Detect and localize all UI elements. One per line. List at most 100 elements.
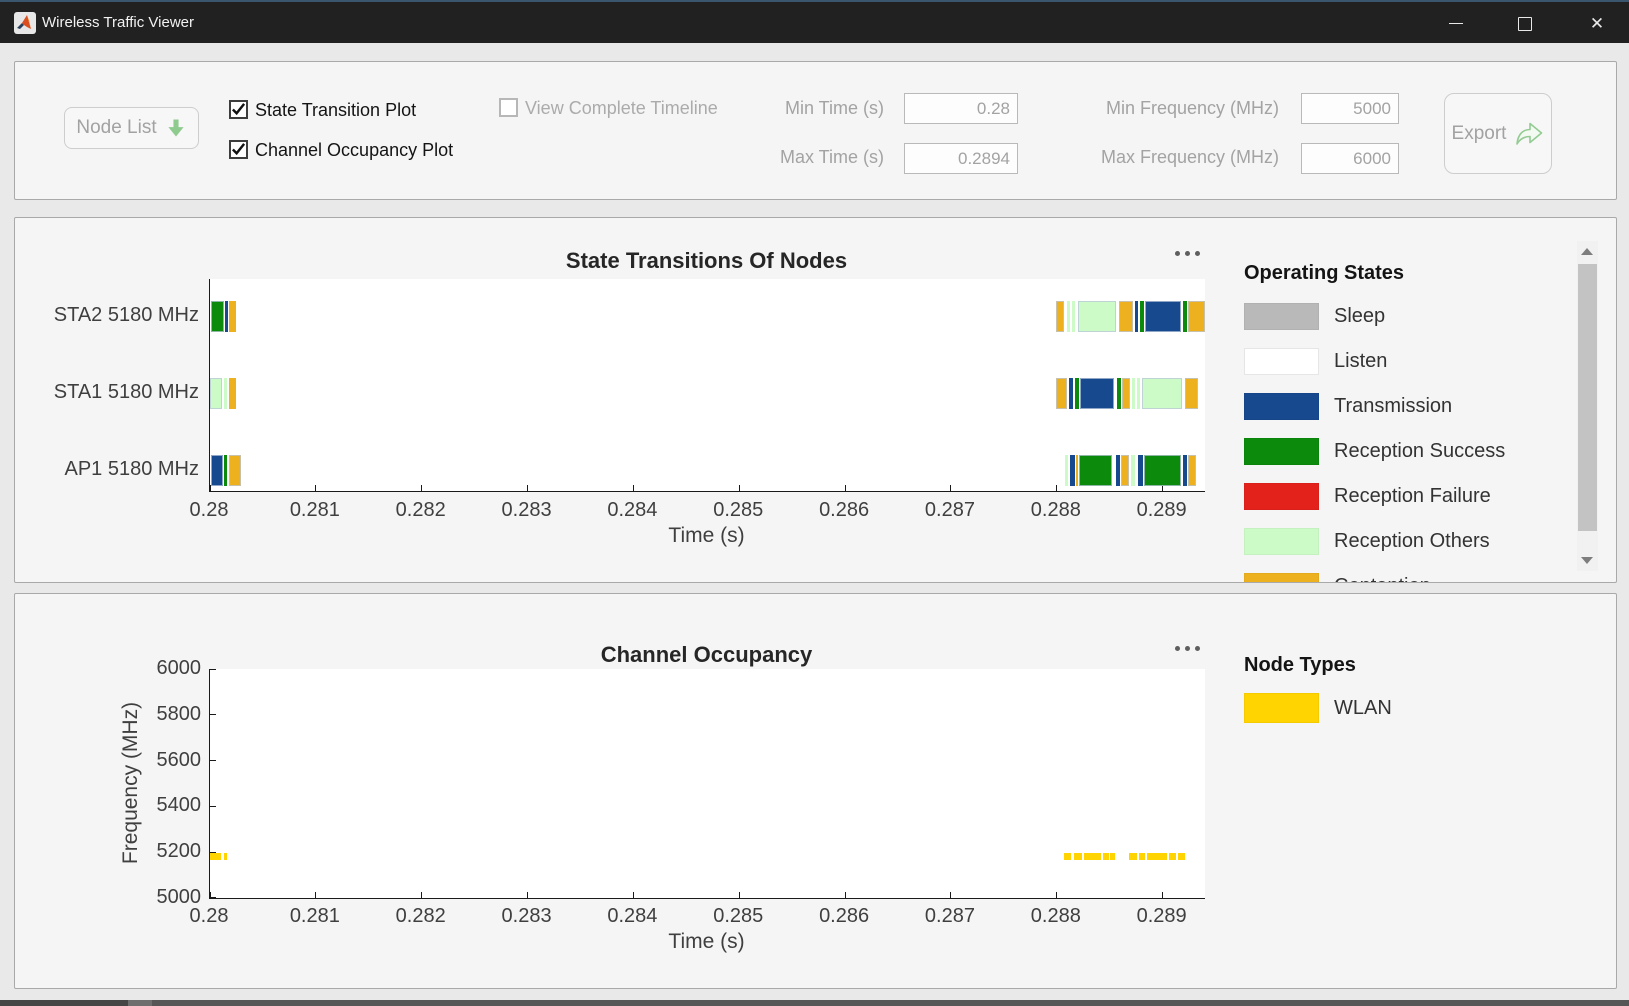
horizontal-scrollbar-gap — [128, 1000, 152, 1006]
occupancy-mark — [1084, 853, 1102, 861]
horizontal-scrollbar-thumb[interactable] — [0, 1000, 128, 1006]
x-axis-tick — [527, 485, 529, 491]
legend-swatch — [1244, 528, 1319, 555]
close-icon: ✕ — [1589, 14, 1605, 33]
scrollbar-thumb[interactable] — [1578, 264, 1597, 531]
x-tick-label: 0.286 — [819, 499, 870, 521]
x-tick-label: 0.283 — [501, 905, 552, 927]
legend-swatch — [1244, 393, 1319, 420]
x-tick-label: 0.283 — [501, 499, 552, 521]
state-segment — [1119, 301, 1134, 332]
x-axis-tick — [315, 892, 317, 898]
view-complete-timeline-checkbox: View Complete Timeline — [499, 98, 718, 119]
category-label: STA2 5180 MHz — [53, 303, 199, 326]
occupancy-mark — [1178, 853, 1185, 861]
state-transition-plot-checkbox[interactable]: State Transition Plot — [229, 100, 416, 121]
state-segment — [1137, 378, 1140, 409]
state-segment — [210, 301, 224, 332]
y-axis-tick — [210, 896, 216, 898]
occupancy-mark — [1103, 853, 1109, 861]
x-tick-label: 0.289 — [1136, 905, 1187, 927]
horizontal-scrollbar[interactable] — [0, 1000, 1629, 1006]
legend-scrollbar[interactable] — [1577, 241, 1598, 571]
x-axis-tick — [950, 485, 952, 491]
state-segment — [1182, 301, 1187, 332]
state-segment — [1121, 455, 1129, 486]
chart-options-button[interactable] — [1175, 251, 1200, 256]
state-segment — [1077, 301, 1117, 332]
max-time-field[interactable]: 0.2894 — [904, 143, 1018, 174]
max-time-label: Max Time (s) — [779, 147, 884, 167]
x-axis-tick — [209, 892, 211, 898]
legend-swatch — [1244, 348, 1319, 375]
legend-label: Sleep — [1334, 305, 1386, 327]
x-axis-tick — [632, 892, 634, 898]
scrollbar-up-icon[interactable] — [1581, 248, 1593, 255]
occupancy-mark — [223, 853, 228, 861]
node-list-button[interactable]: Node List — [64, 107, 199, 149]
checkbox-checked-icon — [229, 100, 248, 119]
x-axis-tick — [1162, 892, 1164, 898]
state-segment — [1140, 301, 1145, 332]
state-segment — [229, 455, 241, 486]
channel-occupancy-panel: Channel Occupancy 5000 5200 5400 5600 5800 600… — [14, 593, 1617, 989]
window-title: Wireless Traffic Viewer — [42, 14, 194, 31]
min-frequency-field[interactable]: 5000 — [1301, 93, 1399, 124]
chart-title: Channel Occupancy — [600, 642, 813, 667]
channel-occupancy-plot-checkbox[interactable]: Channel Occupancy Plot — [229, 140, 453, 161]
minimize-button[interactable] — [1433, 4, 1479, 43]
state-segment — [1142, 378, 1183, 409]
legend-label: Listen — [1334, 350, 1388, 372]
y-tick-label: 5000 — [156, 886, 202, 908]
legend-swatch — [1244, 573, 1319, 582]
close-button[interactable]: ✕ — [1574, 4, 1620, 43]
state-segment — [1056, 301, 1064, 332]
max-frequency-field[interactable]: 6000 — [1301, 143, 1399, 174]
export-button[interactable]: Export — [1444, 93, 1552, 174]
checkbox-label: View Complete Timeline — [525, 98, 718, 118]
legend-title: Node Types — [1244, 654, 1356, 676]
plot-area — [209, 279, 1205, 492]
state-segment — [223, 455, 228, 486]
state-segment — [1187, 301, 1205, 332]
state-segment — [1122, 378, 1131, 409]
legend-swatch — [1244, 693, 1319, 723]
legend-label: WLAN — [1334, 697, 1392, 719]
x-axis-tick — [315, 485, 317, 491]
chart-title: State Transitions Of Nodes — [565, 248, 848, 273]
x-tick-label: 0.288 — [1030, 499, 1081, 521]
scrollbar-down-icon[interactable] — [1581, 557, 1593, 564]
x-axis-tick — [527, 892, 529, 898]
state-segment — [1115, 455, 1120, 486]
x-axis-label: Time (s) — [668, 524, 745, 547]
x-tick-label: 0.282 — [395, 499, 446, 521]
x-axis-tick — [1056, 892, 1058, 898]
y-tick-label: 6000 — [156, 657, 202, 679]
maximize-button[interactable] — [1502, 4, 1548, 43]
maximize-icon — [1518, 16, 1532, 31]
min-time-field[interactable]: 0.28 — [904, 93, 1018, 124]
y-tick-label: 5800 — [156, 702, 202, 725]
state-segment — [1056, 378, 1067, 409]
state-segment — [1066, 301, 1071, 332]
state-segment — [1072, 301, 1075, 332]
x-tick-label: 0.289 — [1136, 499, 1187, 521]
matlab-app-icon — [14, 12, 36, 34]
chart-options-button[interactable] — [1175, 646, 1200, 651]
checkbox-label: State Transition Plot — [255, 100, 417, 120]
y-tick-label: 5400 — [156, 794, 202, 817]
x-tick-label: 0.28 — [189, 905, 229, 927]
state-segment — [1068, 378, 1073, 409]
state-segment — [1117, 378, 1122, 409]
state-segment — [1132, 378, 1136, 409]
y-axis-tick — [210, 668, 216, 670]
legend-title: Operating States — [1244, 262, 1405, 284]
x-axis-tick — [738, 485, 740, 491]
legend-swatch — [1244, 303, 1319, 330]
state-segment — [1137, 455, 1143, 486]
checkbox-checked-icon — [229, 140, 248, 159]
y-axis-tick — [210, 851, 216, 853]
legend-label: Reception Success — [1334, 440, 1506, 462]
x-axis-tick — [950, 892, 952, 898]
